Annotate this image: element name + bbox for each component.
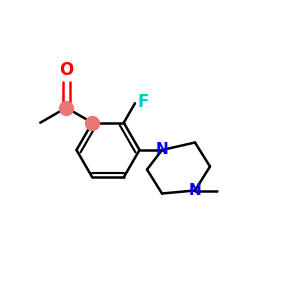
Text: N: N bbox=[156, 142, 168, 158]
Text: N: N bbox=[189, 183, 201, 198]
Text: O: O bbox=[59, 61, 74, 79]
Text: F: F bbox=[137, 93, 149, 111]
